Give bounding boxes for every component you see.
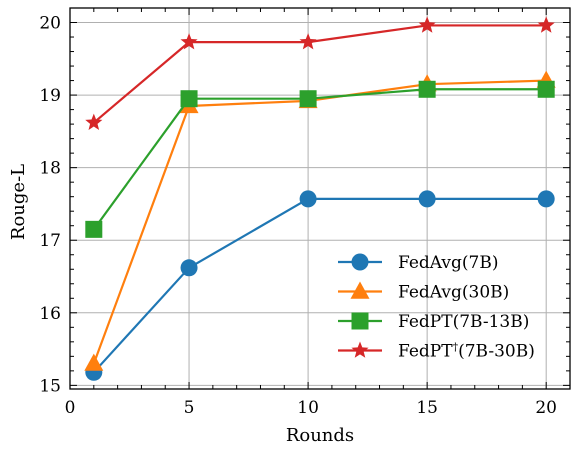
- y-tick-label: 15: [39, 376, 61, 396]
- data-point: [299, 90, 317, 108]
- legend-label: FedPT(7B-13B): [398, 312, 529, 332]
- series-4: [85, 16, 555, 130]
- x-tick-label: 5: [184, 398, 195, 418]
- legend-label-part: †: [453, 340, 459, 353]
- data-point: [299, 33, 317, 50]
- data-point: [418, 80, 436, 98]
- x-tick-label: 15: [416, 398, 438, 418]
- legend-label-part: (7B-30B): [458, 342, 535, 362]
- x-axis-label: Rounds: [286, 425, 354, 446]
- legend-label: FedAvg(30B): [398, 283, 509, 303]
- series-3: [85, 80, 555, 238]
- legend: FedAvg(7B) FedAvg(30B) FedPT(7B-13B) FedPT†…: [338, 253, 535, 362]
- data-point: [537, 190, 555, 208]
- y-tick-label: 20: [39, 14, 61, 34]
- y-tick-label: 16: [39, 304, 61, 324]
- x-tick-label: 10: [297, 398, 319, 418]
- plot-frame: [69, 7, 571, 390]
- x-tick-label: 20: [535, 398, 557, 418]
- x-tick-label: 0: [65, 398, 76, 418]
- legend-entry: FedPT†(7B-30B): [338, 340, 535, 362]
- y-axis-label: Rouge-L: [8, 164, 29, 240]
- data-point: [418, 190, 436, 208]
- data-point: [537, 16, 555, 33]
- legend-marker: [351, 341, 369, 358]
- legend-marker: [350, 281, 370, 299]
- legend-marker: [351, 253, 369, 271]
- series-layer: [84, 16, 556, 381]
- y-tick-label: 17: [39, 231, 61, 251]
- data-point: [537, 80, 555, 98]
- legend-label-part: FedPT: [398, 342, 453, 362]
- y-tick-label: 19: [39, 86, 61, 106]
- legend-entry: FedPT(7B-13B): [338, 312, 529, 332]
- legend-label: FedPT†(7B-30B): [398, 340, 535, 362]
- data-point: [85, 220, 103, 238]
- data-point: [299, 190, 317, 208]
- data-point: [180, 90, 198, 108]
- data-point: [418, 16, 436, 33]
- series-line: [92, 88, 547, 230]
- series-line: [93, 24, 547, 124]
- legend-marker: [351, 312, 369, 330]
- legend-label: FedAvg(7B): [398, 253, 498, 273]
- y-tick-label: 18: [39, 159, 61, 179]
- tick-labels: 0 5 10 15 20 15 16 17 18 19 20: [39, 14, 557, 418]
- data-point: [84, 353, 104, 371]
- data-point: [180, 259, 198, 277]
- data-point: [85, 113, 103, 130]
- data-point: [180, 33, 198, 50]
- legend-entry: FedAvg(7B): [338, 253, 498, 273]
- legend-entry: FedAvg(30B): [338, 281, 509, 303]
